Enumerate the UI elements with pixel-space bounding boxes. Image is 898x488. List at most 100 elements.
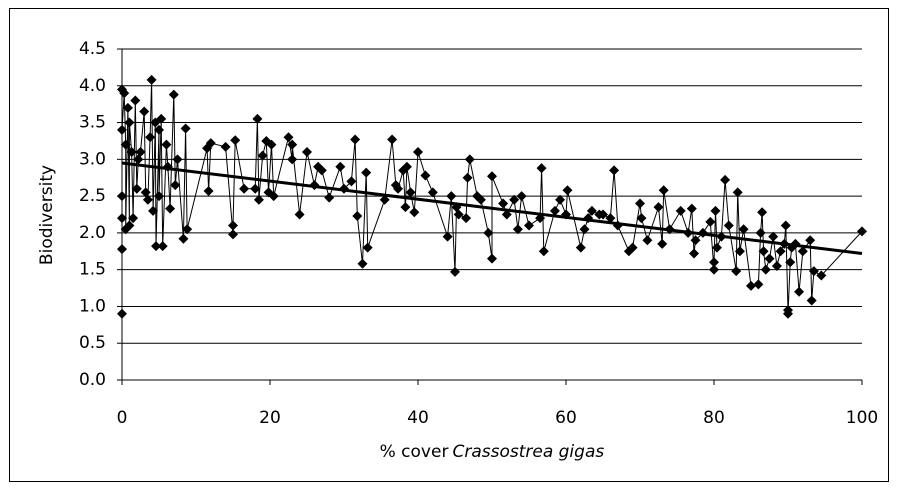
data-point [161,139,172,150]
data-point [501,209,512,220]
data-point [180,123,191,134]
data-point [148,205,159,216]
data-point [335,161,346,172]
data-point [757,207,768,218]
data-point [252,113,263,124]
data-point [461,213,472,224]
data-point [124,117,135,128]
data-point [135,146,146,157]
data-point [250,183,261,194]
data-point [657,238,668,249]
data-point [498,198,509,209]
data-point [133,154,144,165]
data-point [131,183,142,194]
data-point [579,224,590,235]
data-point [755,227,766,238]
data-point [720,174,731,185]
data-point [734,246,745,257]
data-point [139,106,150,117]
data-point [690,235,701,246]
data-point [170,180,181,191]
data-point [709,257,719,268]
data-point [172,154,183,165]
data-point [154,124,164,135]
data-point [257,150,268,161]
data-point [405,187,416,198]
data-point [575,242,586,253]
data-point [178,233,189,244]
y-tick-label: 0.5 [79,333,106,353]
data-point [117,244,127,255]
data-point [294,209,305,220]
data-point [154,191,164,202]
y-tick-label: 0.0 [79,370,106,390]
data-point [324,192,335,203]
data-point [287,139,298,150]
data-point [157,241,168,252]
data-point [117,213,127,224]
data-point [509,194,520,205]
y-tick-label: 4.5 [79,39,106,59]
data-point [805,235,816,246]
x-tick-label: 40 [407,408,429,428]
data-point [487,171,497,182]
data-point [253,194,264,205]
data-point [361,167,372,178]
chart-frame [9,8,889,482]
data-point [182,224,193,235]
data-point [302,146,312,157]
y-tick-label: 3.5 [79,113,106,133]
y-tick-label: 1.5 [79,260,106,280]
data-point [450,266,460,277]
x-axis-label: % cover Crassostrea gigas [380,442,605,462]
data-point [316,165,327,176]
data-point [379,194,390,205]
data-point [220,141,231,152]
data-point [464,154,475,165]
data-point [516,191,527,202]
x-tick-label: 20 [259,408,281,428]
data-point [362,242,373,253]
data-point [228,229,238,240]
data-point [524,220,534,231]
data-point [401,161,412,172]
data-point [710,205,721,216]
data-point [124,220,135,231]
data-point [128,213,139,224]
data-point [780,220,791,231]
data-point [768,231,779,242]
data-point [709,264,719,275]
data-point [442,231,453,242]
data-point [462,172,473,183]
data-point [350,134,361,145]
data-point [753,279,764,290]
data-point [746,280,756,291]
data-point [771,260,782,271]
data-point [783,308,793,319]
data-point [352,210,363,221]
data-point [806,295,817,306]
data-point [483,227,494,238]
y-tick-label: 2.5 [79,186,106,206]
data-point [711,242,722,253]
data-point [627,242,638,253]
trend-line [121,161,863,255]
data-point [205,138,216,149]
data-point [808,266,819,277]
data-point [653,202,664,213]
data-point [731,266,742,277]
data-point [203,185,214,196]
data-point [775,246,786,257]
data-point [760,264,771,275]
data-point [346,176,357,187]
data-point [156,113,167,124]
data-point [357,258,368,269]
data-point [723,220,734,231]
y-tick-label: 1.0 [79,296,106,316]
data-point [605,213,616,224]
data-point [387,134,398,145]
data-point [126,146,137,157]
data-point [758,246,769,257]
